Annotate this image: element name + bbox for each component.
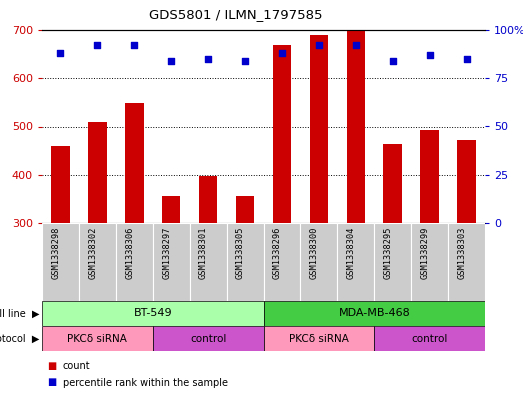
Bar [264,223,300,301]
Text: GSM1338299: GSM1338299 [420,227,429,279]
Text: percentile rank within the sample: percentile rank within the sample [63,378,228,387]
Text: ■: ■ [47,378,56,387]
Bar [42,326,153,351]
Bar [162,196,180,223]
Bar [374,326,485,351]
Text: GDS5801 / ILMN_1797585: GDS5801 / ILMN_1797585 [149,8,322,21]
Point [315,42,323,49]
Bar [88,122,107,223]
Bar [236,196,254,223]
Point [462,56,471,62]
Bar [226,223,264,301]
Point [56,50,65,56]
Point [167,58,175,64]
Point [389,58,397,64]
Text: PKCδ siRNA: PKCδ siRNA [67,334,127,343]
Bar [42,301,264,326]
Bar [300,223,337,301]
Text: GSM1338295: GSM1338295 [384,227,393,279]
Point [425,52,434,58]
Text: ■: ■ [47,361,56,371]
Text: GSM1338304: GSM1338304 [347,227,356,279]
Text: control: control [190,334,226,343]
Text: count: count [63,361,90,371]
Bar [264,326,374,351]
Text: GSM1338301: GSM1338301 [199,227,208,279]
Text: GSM1338302: GSM1338302 [88,227,97,279]
Text: GSM1338298: GSM1338298 [51,227,61,279]
Text: PKCδ siRNA: PKCδ siRNA [289,334,349,343]
Bar [374,223,411,301]
Bar [116,223,153,301]
Bar [79,223,116,301]
Text: GSM1338297: GSM1338297 [162,227,171,279]
Text: control: control [412,334,448,343]
Point [351,42,360,49]
Text: GSM1338303: GSM1338303 [458,227,467,279]
Point [241,58,249,64]
Point [93,42,101,49]
Bar [272,46,291,223]
Bar [125,103,143,223]
Bar [153,326,264,351]
Text: GSM1338300: GSM1338300 [310,227,319,279]
Text: MDA-MB-468: MDA-MB-468 [338,309,410,318]
Bar [411,223,448,301]
Text: GSM1338305: GSM1338305 [236,227,245,279]
Point [130,42,139,49]
Bar [51,146,70,223]
Point [204,56,212,62]
Bar [457,140,476,223]
Text: GSM1338296: GSM1338296 [273,227,282,279]
Bar [42,223,79,301]
Text: protocol  ▶: protocol ▶ [0,334,39,343]
Bar [383,144,402,223]
Bar [448,223,485,301]
Text: cell line  ▶: cell line ▶ [0,309,39,318]
Text: BT-549: BT-549 [133,309,172,318]
Bar [310,35,328,223]
Bar [199,176,218,223]
Bar [420,130,439,223]
Bar [337,223,374,301]
Bar [347,31,365,223]
Bar [264,301,485,326]
Bar [153,223,190,301]
Point [278,50,286,56]
Text: GSM1338306: GSM1338306 [126,227,134,279]
Bar [190,223,226,301]
